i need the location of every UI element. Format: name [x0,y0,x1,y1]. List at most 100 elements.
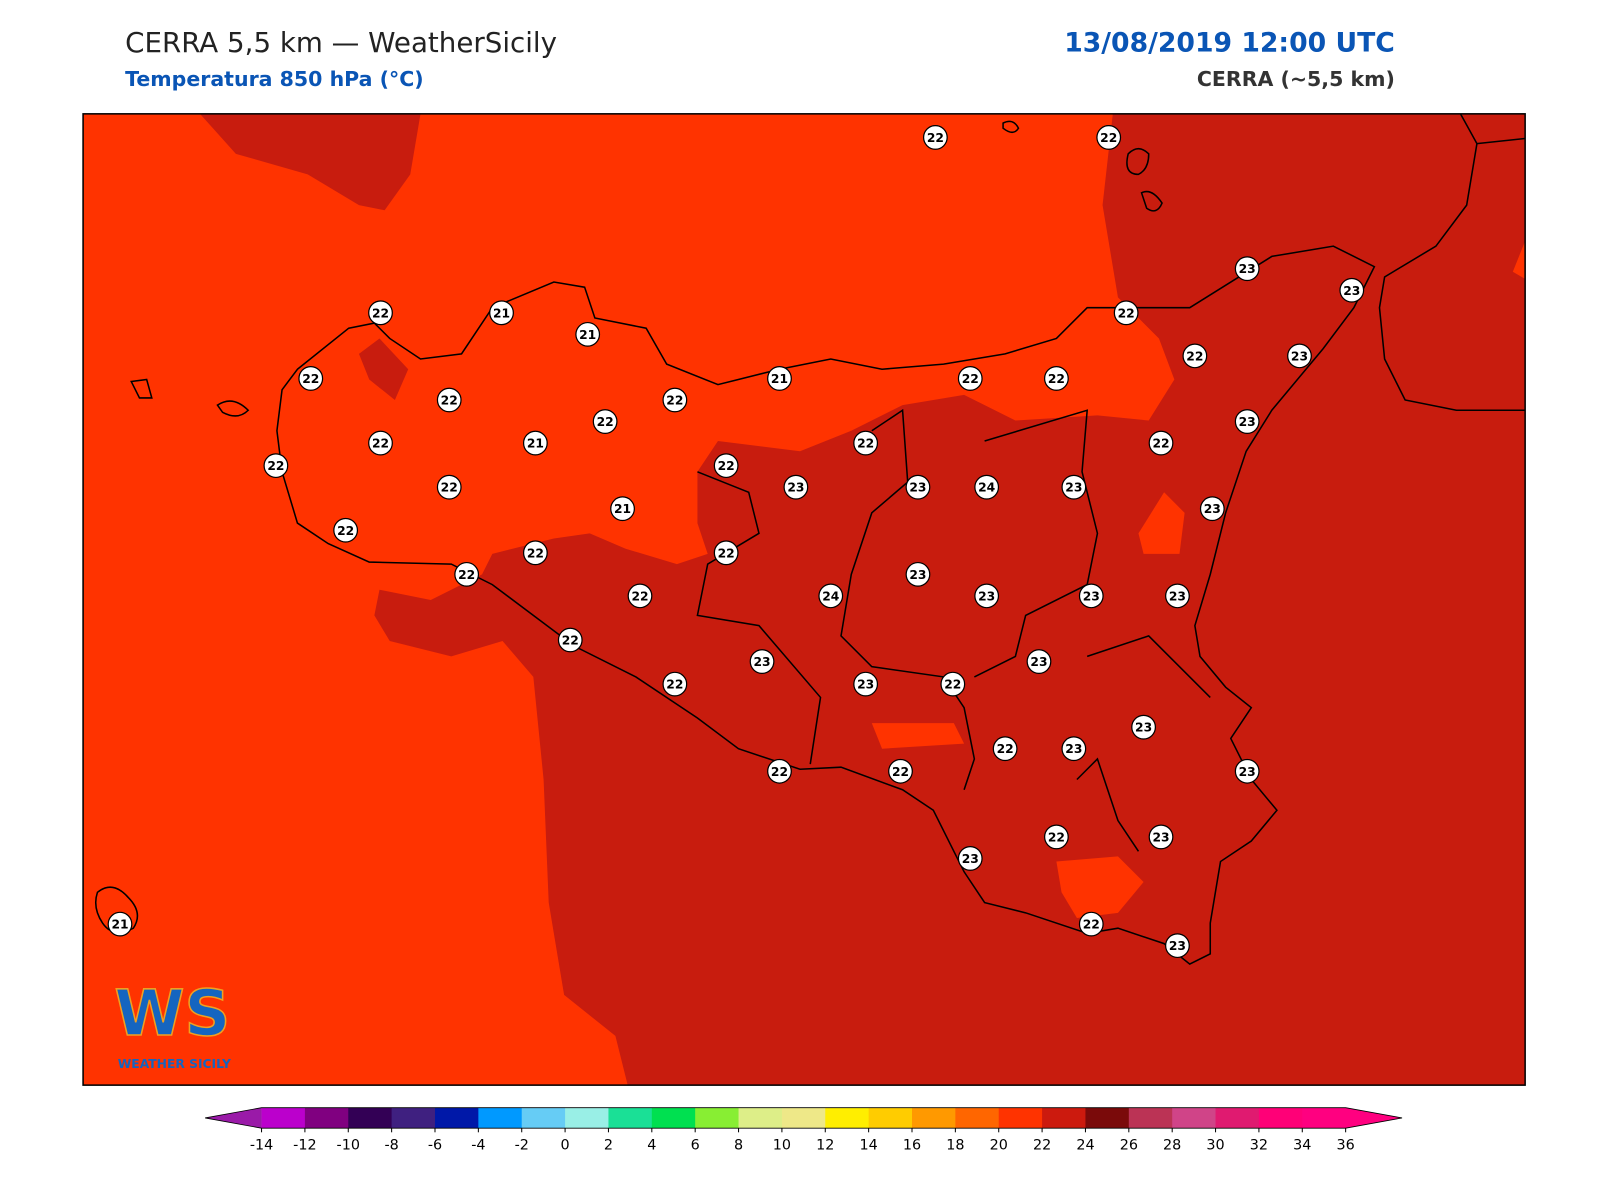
colorbar-tick-label: 28 [1163,1138,1181,1154]
station-marker [1182,343,1208,369]
station-marker [522,430,548,456]
station-value: 21 [527,437,544,451]
colorbar-segment [781,1107,826,1129]
station-marker [333,517,359,543]
station: 22 [333,517,359,543]
station: 23 [1234,758,1260,784]
station: 22 [627,583,653,609]
station-value: 22 [857,437,874,451]
colorbar-segment [1085,1107,1130,1129]
station: 23 [1061,474,1087,500]
station-marker [1131,714,1156,740]
station-marker [263,453,289,479]
station: 22 [767,758,792,784]
station: 22 [662,387,688,413]
colorbar-under [205,1107,262,1129]
station-marker [1148,824,1174,850]
station-marker [298,366,324,391]
station-marker [767,366,792,391]
station-value: 23 [753,655,770,669]
station-value: 22 [458,568,475,582]
model: CERRA (~5,5 km) [1197,67,1395,91]
station-value: 23 [1239,415,1256,429]
station-marker [1078,583,1104,609]
station-value: 22 [337,524,354,538]
station: 22 [662,671,688,697]
station-value: 23 [1239,765,1256,779]
station: 22 [1148,430,1174,456]
station-value: 22 [1048,830,1065,844]
station: 24 [818,583,844,609]
station-marker [974,474,1000,500]
station-marker [436,387,462,413]
station-marker [940,671,966,697]
station-marker [713,540,739,566]
station-marker [610,496,635,522]
station-marker [957,846,983,871]
station: 22 [298,366,324,391]
station-value: 24 [822,589,839,603]
colorbar-tick-label: 10 [773,1138,791,1154]
colorbar-tick-label: 16 [903,1138,921,1154]
colorbar-tick-label: 4 [647,1138,656,1154]
station-value: 23 [909,568,926,582]
station-value: 22 [441,481,458,495]
station: 23 [749,649,775,674]
station: 23 [957,846,983,871]
colorbar-tick-label: 34 [1293,1138,1311,1154]
station-value: 22 [302,372,319,386]
colorbar-over [1345,1107,1403,1129]
colorbar-tick-label: 2 [604,1138,613,1154]
station-value: 22 [666,678,683,692]
station-value: 21 [493,306,510,320]
station-value: 22 [718,459,735,473]
station-marker [767,758,792,784]
title: CERRA 5,5 km — WeatherSicily [125,26,557,59]
station-value: 22 [1186,349,1203,363]
station: 22 [454,561,480,587]
station-value: 22 [372,437,389,451]
colorbar-tick-label: 8 [734,1138,743,1154]
colorbar-tick-label: 32 [1250,1138,1268,1154]
station-value: 22 [1118,306,1135,320]
station: 22 [957,366,983,391]
map-area: 22 22 23 23 22 21 21 22 22 22 22 21 22 22 22 23 23 22 21 22… [83,113,1526,1086]
station: 22 [1096,125,1122,150]
station: 23 [1234,409,1260,434]
station-value: 23 [978,589,995,603]
station-value: 22 [718,546,735,560]
station-value: 21 [614,502,631,516]
colorbar-tick-label: 30 [1206,1138,1224,1154]
station-marker [1165,933,1190,959]
station: 23 [905,561,931,587]
station: 22 [522,540,548,566]
station-value: 23 [1169,939,1186,953]
station-marker [1078,911,1104,937]
station: 23 [1287,343,1312,369]
station-value: 22 [962,372,979,386]
station-marker [662,671,688,697]
station-value: 22 [927,131,944,145]
station-marker [368,300,393,326]
station: 23 [1148,824,1174,850]
station-value: 22 [597,415,614,429]
colorbar-segment [521,1107,566,1129]
station-value: 23 [1030,655,1047,669]
colorbar-segment [695,1107,740,1129]
station-marker [713,453,739,479]
colorbar-tick-label: 24 [1076,1138,1094,1154]
station-marker [522,540,548,566]
station-value: 21 [771,372,788,386]
station: 22 [922,125,948,150]
station-marker [454,561,480,587]
station: 23 [1061,736,1087,762]
station-value: 23 [1065,481,1082,495]
station: 21 [767,366,792,391]
station-marker [1148,430,1174,456]
station-marker [905,561,931,587]
station-value: 22 [267,459,284,473]
station: 23 [905,474,931,500]
station-value: 22 [944,678,961,692]
colorbar: -14 -12 -10 -8 -6 -4 -2 0 2 4 6 8 10 12 14 16 18 20 22 24 26… [205,1107,1403,1154]
